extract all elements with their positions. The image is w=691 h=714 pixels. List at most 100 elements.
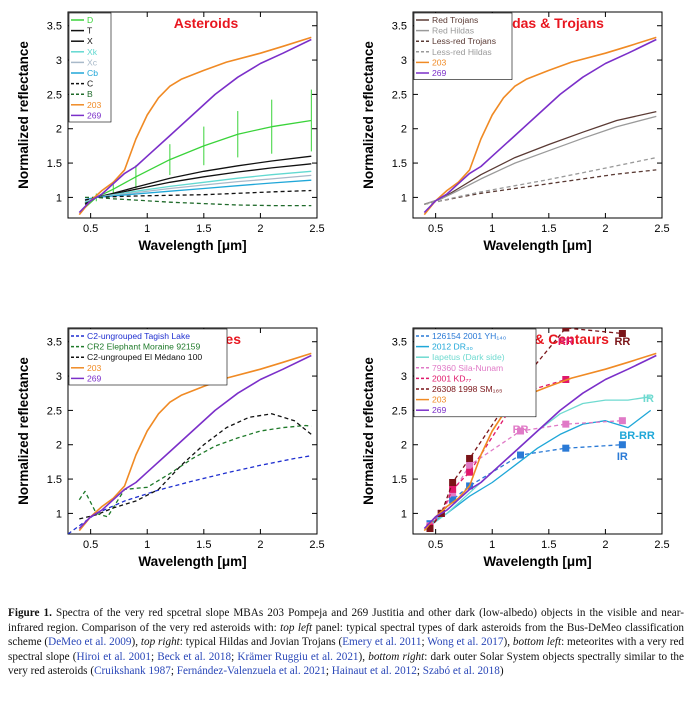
x-tick-label: 1.5 xyxy=(196,539,211,551)
panel-asteroids: 0.5 1 1.5 2 2.5 1 1.5 2 2.5 3 3.5 Wavelength [μm] No… xyxy=(16,11,325,253)
y-tick-label: 1.5 xyxy=(47,158,62,170)
y-tick-label: 1 xyxy=(56,508,62,520)
caption-citation-link[interactable]: Emery et al. 2011 xyxy=(342,636,422,649)
panel-meteorites: 0.5 1 1.5 2 2.5 1 1.5 2 2.5 3 3.5 Wavelength [μm] No… xyxy=(16,327,325,569)
y-axis-label: Normalized reflectance xyxy=(361,41,376,189)
data-marker xyxy=(618,417,626,425)
series-line xyxy=(424,156,657,205)
x-tick-label: 1 xyxy=(144,223,150,235)
caption-text: ; xyxy=(170,665,177,678)
y-tick-label: 2 xyxy=(401,124,407,136)
y-tick-label: 3.5 xyxy=(392,337,407,349)
caption-emph: top right xyxy=(140,636,180,649)
x-tick-label: 0.5 xyxy=(83,539,98,551)
caption-citation-link[interactable]: Beck et al. 2018 xyxy=(157,650,232,663)
caption-text: Spectra of the very red spcetral slope M… xyxy=(8,607,684,634)
legend-label: B xyxy=(87,89,93,99)
y-tick-label: 1 xyxy=(401,192,407,204)
data-marker xyxy=(466,468,474,476)
caption-text: : meteorites with a very red spectral sl… xyxy=(8,636,685,663)
caption-citation-link[interactable]: Hainaut et al. 2012 xyxy=(331,665,417,678)
caption-citation-link[interactable]: Fernández-Valenzuela et al. 2021 xyxy=(176,665,326,678)
legend-label: 203 xyxy=(87,363,102,373)
panel-hidas: 0.5 1 1.5 2 2.5 1 1.5 2 2.5 3 3.5 Wavelength [μm] No… xyxy=(361,11,670,253)
series-line xyxy=(429,420,623,527)
series-line xyxy=(78,38,312,214)
series-line xyxy=(423,354,657,530)
y-tick-label: 1.5 xyxy=(392,474,407,486)
y-tick-label: 2.5 xyxy=(47,405,62,417)
caption-citation-link[interactable]: Hiroi et al. 2001 xyxy=(76,650,151,663)
axes-box xyxy=(412,327,663,535)
y-tick-label: 3 xyxy=(401,371,407,383)
caption-text: ), xyxy=(358,650,369,663)
x-tick-label: 2 xyxy=(602,539,608,551)
legend-label: 2012 DR₃₀ xyxy=(432,342,473,352)
legend-label: Red Hildas xyxy=(432,26,474,36)
series-group xyxy=(78,36,312,216)
x-axis-label: Wavelength [μm] xyxy=(483,554,591,569)
caption-emph: top left xyxy=(280,621,313,634)
y-tick-label: 2 xyxy=(401,440,407,452)
y-tick-label: 3 xyxy=(56,55,62,67)
caption-label: Figure 1. xyxy=(8,607,52,619)
caption-text: ; xyxy=(421,636,428,649)
data-marker xyxy=(517,451,525,459)
caption-emph: bottom left xyxy=(512,636,562,649)
y-tick-label: 1.5 xyxy=(392,158,407,170)
caption-text: : dark outer Solar System objects spectr… xyxy=(8,650,684,678)
x-axis-label: Wavelength [μm] xyxy=(483,238,591,253)
y-tick-label: 3.5 xyxy=(392,21,407,33)
series-group xyxy=(68,352,312,534)
data-marker xyxy=(426,525,434,533)
data-marker xyxy=(449,479,457,486)
caption-text: ), xyxy=(131,636,141,649)
x-tick-label: 1 xyxy=(144,539,150,551)
annotation-label: RR xyxy=(558,336,574,348)
caption-citation-link[interactable]: Wong et al. 2017 xyxy=(427,636,504,649)
legend-label: Iapetus (Dark side) xyxy=(432,352,505,362)
series-line xyxy=(78,36,312,216)
caption-citation-link[interactable]: Szabó et al. 2018 xyxy=(422,665,500,678)
figure-caption: Figure 1. Spectra of the very red spcetr… xyxy=(8,606,684,679)
series-line xyxy=(68,455,312,534)
legend-label: X xyxy=(87,36,93,46)
x-tick-label: 1.5 xyxy=(196,223,211,235)
legend-label: Xc xyxy=(87,57,98,67)
legend-label: 26308 1998 SM₁₆₅ xyxy=(432,384,503,394)
x-tick-label: 0.5 xyxy=(83,223,98,235)
x-tick-label: 1 xyxy=(489,223,495,235)
caption-citation-link[interactable]: Krämer Ruggiu et al. 2021 xyxy=(237,650,359,663)
x-axis-label: Wavelength [μm] xyxy=(138,554,246,569)
y-tick-label: 1 xyxy=(56,192,62,204)
annotation-label: BR-RR xyxy=(619,430,654,442)
y-tick-label: 3.5 xyxy=(47,337,62,349)
x-tick-label: 2 xyxy=(257,223,263,235)
y-tick-label: 3 xyxy=(56,371,62,383)
annotation-label: RR xyxy=(614,336,630,348)
y-tick-label: 1.5 xyxy=(47,474,62,486)
x-tick-label: 1.5 xyxy=(541,223,556,235)
series-line xyxy=(423,36,657,216)
data-marker xyxy=(562,444,570,452)
annotation-label: IR xyxy=(617,451,628,463)
legend-box xyxy=(413,12,513,80)
caption-text: ; xyxy=(416,665,423,678)
y-tick-label: 1 xyxy=(401,508,407,520)
legend-label: 203 xyxy=(432,57,447,67)
y-tick-label: 3.5 xyxy=(47,21,62,33)
panel-title: Asteroids xyxy=(174,15,239,31)
y-tick-label: 2.5 xyxy=(392,405,407,417)
caption-citation-link[interactable]: DeMeo et al. 2009 xyxy=(48,636,132,649)
series-line xyxy=(85,196,312,207)
axes-box xyxy=(67,327,318,535)
data-marker xyxy=(466,454,474,462)
series-line xyxy=(424,115,657,205)
data-marker xyxy=(466,461,474,469)
panel-tnos: 0.5 1 1.5 2 2.5 1 1.5 2 2.5 3 3.5 Wavelength [μm] No… xyxy=(361,327,670,569)
caption-citation-link[interactable]: Cruikshank 1987 xyxy=(94,665,171,678)
series-line xyxy=(78,352,312,532)
x-tick-label: 1.5 xyxy=(541,539,556,551)
